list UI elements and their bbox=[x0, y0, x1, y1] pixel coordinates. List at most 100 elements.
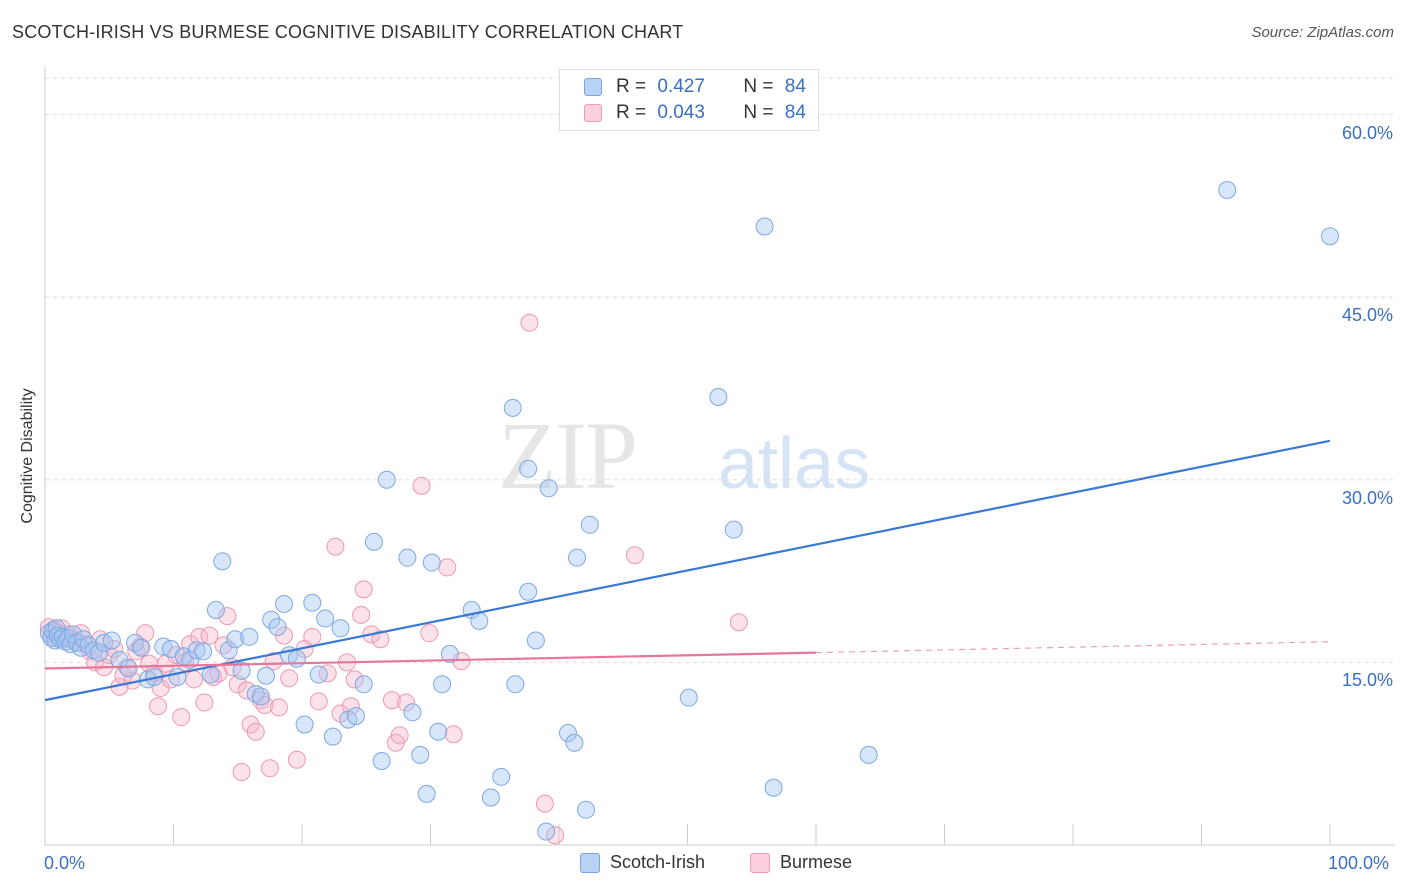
burmese-point bbox=[269, 698, 288, 717]
y-tick-label: 15.0% bbox=[1341, 670, 1393, 691]
burmese-point bbox=[729, 613, 748, 632]
scotch-irish-point bbox=[364, 532, 383, 551]
burmese-point bbox=[131, 637, 150, 656]
burmese-point bbox=[280, 669, 299, 688]
scotch-irish-point bbox=[398, 548, 417, 567]
burmese-point bbox=[149, 697, 168, 716]
source-label: Source: ZipAtlas.com bbox=[1251, 24, 1394, 41]
series-label-burmese: Burmese bbox=[780, 852, 853, 872]
burmese-point bbox=[260, 759, 279, 778]
burmese-point bbox=[195, 693, 214, 712]
scotch-irish-point bbox=[187, 641, 206, 660]
scotch-irish-point bbox=[64, 625, 83, 644]
x-tick-label-min: 0.0% bbox=[44, 853, 86, 873]
scotch-irish-point bbox=[102, 631, 121, 650]
scotch-irish-point bbox=[679, 688, 698, 707]
y-tick-label: 45.0% bbox=[1341, 305, 1393, 326]
burmese-point bbox=[287, 750, 306, 769]
series-legend-burmese[interactable]: Burmese bbox=[750, 852, 852, 873]
watermark-atlas: atlas bbox=[718, 424, 870, 504]
scotch-irish-point bbox=[755, 217, 774, 236]
scotch-irish-point bbox=[417, 784, 436, 803]
y-tick-label: 30.0% bbox=[1341, 487, 1393, 508]
legend-r-value: 0.043 bbox=[657, 102, 705, 123]
burmese-point bbox=[200, 626, 219, 645]
burmese-point bbox=[204, 667, 223, 686]
burmese-trend-extension bbox=[815, 641, 1331, 654]
burmese-point bbox=[303, 627, 322, 646]
scotch-irish-point bbox=[372, 751, 391, 770]
legend-row-scotch-irish: R = 0.427 N = 84 bbox=[584, 75, 806, 99]
scotch-irish-point bbox=[206, 601, 225, 620]
legend-n-label: N = bbox=[743, 102, 774, 123]
scotch-irish-point bbox=[213, 552, 232, 571]
axes bbox=[44, 67, 1395, 846]
legend-swatch-burmese bbox=[584, 104, 602, 122]
correlation-legend: R = 0.427 N = 84 R = 0.043 N = 84 bbox=[559, 69, 819, 131]
burmese-point bbox=[625, 546, 644, 565]
scotch-irish-point bbox=[481, 788, 500, 807]
burmese-point bbox=[264, 652, 283, 671]
scotch-irish-point bbox=[539, 479, 558, 498]
burmese-point bbox=[535, 794, 554, 813]
legend-n-value: 84 bbox=[784, 102, 806, 123]
burmese-point bbox=[318, 664, 337, 683]
scotch-irish-point bbox=[377, 470, 396, 489]
scotch-irish-point bbox=[240, 627, 259, 646]
scotch-irish-point bbox=[257, 666, 276, 685]
burmese-point bbox=[326, 537, 345, 556]
burmese-point bbox=[218, 607, 237, 626]
scotch-irish-trend-line bbox=[44, 439, 1331, 702]
burmese-point bbox=[167, 646, 186, 665]
burmese-point bbox=[246, 722, 265, 741]
legend-r-value: 0.427 bbox=[657, 76, 705, 97]
scotch-irish-point bbox=[558, 723, 577, 742]
x-tick-label-max: 100.0% bbox=[1328, 853, 1390, 873]
scotch-irish-point bbox=[440, 644, 459, 663]
burmese-point bbox=[228, 675, 247, 694]
scotch-irish-point bbox=[219, 641, 238, 660]
legend-n-value: 84 bbox=[784, 76, 806, 97]
scotch-irish-point bbox=[309, 665, 328, 684]
burmese-point bbox=[438, 558, 457, 577]
scotch-irish-point bbox=[168, 667, 187, 686]
burmese-point bbox=[341, 697, 360, 716]
burmese-point bbox=[397, 693, 416, 712]
legend-r-label: R = bbox=[616, 102, 647, 123]
y-tick-label: 60.0% bbox=[1341, 122, 1393, 143]
scotch-irish-point bbox=[132, 638, 151, 657]
scotch-irish-point bbox=[268, 618, 287, 637]
scotch-irish-point bbox=[492, 767, 511, 786]
burmese-point bbox=[172, 708, 191, 727]
series-legend-scotch-irish[interactable]: Scotch-Irish bbox=[580, 852, 705, 873]
scotch-irish-point bbox=[576, 800, 595, 819]
scotch-irish-points bbox=[39, 181, 1339, 841]
scotch-irish-point bbox=[433, 675, 452, 694]
scotch-irish-point bbox=[232, 661, 251, 680]
burmese-point bbox=[345, 670, 364, 689]
scotch-irish-point bbox=[275, 594, 294, 613]
burmese-point bbox=[185, 670, 204, 689]
scotch-irish-point bbox=[181, 650, 200, 669]
scotch-irish-point bbox=[226, 630, 245, 649]
burmese-point bbox=[520, 313, 539, 332]
scotch-irish-point bbox=[709, 387, 728, 406]
burmese-point bbox=[390, 726, 409, 745]
burmese-point bbox=[309, 692, 328, 711]
series-swatch-burmese bbox=[750, 852, 770, 873]
burmese-point bbox=[214, 636, 233, 655]
scotch-irish-point bbox=[403, 703, 422, 722]
scotch-irish-point bbox=[119, 659, 138, 678]
burmese-point bbox=[371, 630, 390, 649]
scotch-irish-point bbox=[262, 610, 281, 629]
burmese-point bbox=[232, 762, 251, 781]
burmese-point bbox=[352, 605, 371, 624]
scotch-irish-point bbox=[323, 727, 342, 746]
burmese-point bbox=[444, 725, 463, 744]
burmese-point bbox=[354, 580, 373, 599]
scotch-irish-point bbox=[89, 643, 108, 662]
scotch-irish-point bbox=[246, 685, 265, 704]
legend-row-burmese: R = 0.043 N = 84 bbox=[584, 101, 806, 125]
scotch-irish-point bbox=[429, 722, 448, 741]
legend-n-label: N = bbox=[743, 76, 774, 97]
